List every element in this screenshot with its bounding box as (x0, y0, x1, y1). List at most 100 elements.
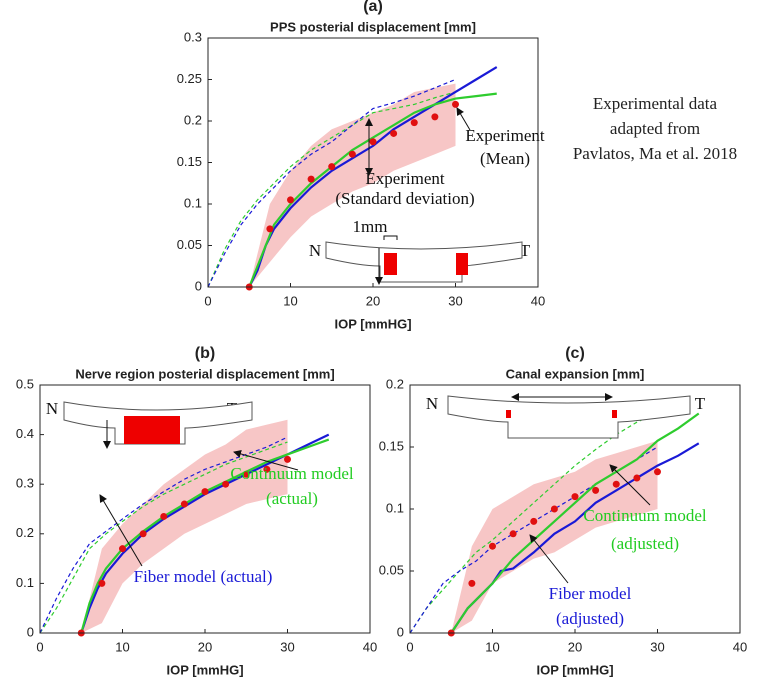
x-tick-label: 40 (531, 293, 545, 308)
y-tick-label: 0.5 (16, 376, 34, 391)
data-point (284, 455, 291, 463)
annotation: N (426, 394, 438, 413)
data-point (222, 480, 230, 488)
annotation: Continuum model (583, 506, 707, 525)
data-point (348, 150, 356, 158)
data-point (633, 474, 641, 482)
annotation: (actual) (266, 489, 318, 508)
annotation: T (695, 394, 706, 413)
data-point (530, 517, 538, 525)
panel-label: (a) (363, 0, 383, 15)
y-tick-label: 0 (397, 624, 404, 639)
chart-title: Canal expansion [mm] (506, 366, 645, 381)
x-tick-label: 20 (366, 293, 380, 308)
std-band (81, 419, 288, 633)
annotation: (Standard deviation) (335, 189, 474, 208)
y-tick-label: 0.15 (379, 438, 404, 453)
arrow (233, 450, 299, 471)
annotation: Experiment (465, 126, 545, 145)
annotation: Fiber model (actual) (134, 567, 273, 586)
data-point (139, 530, 147, 538)
data-point (452, 100, 459, 108)
data-point (266, 225, 274, 233)
schematic-a (325, 235, 523, 285)
y-tick-label: 0.05 (379, 562, 404, 577)
x-tick-label: 40 (733, 639, 747, 654)
annotation: Continuum model (230, 464, 354, 483)
arrow (609, 464, 651, 506)
data-point (98, 579, 106, 587)
data-point (242, 470, 250, 478)
data-point (307, 175, 315, 183)
y-tick-label: 0.25 (177, 71, 202, 86)
x-axis-label: IOP [mmHG] (166, 662, 243, 677)
y-tick-label: 0.2 (386, 376, 404, 391)
model-line (207, 78, 456, 288)
x-tick-label: 10 (115, 639, 129, 654)
data-point (489, 542, 496, 550)
y-tick-label: 0.2 (16, 525, 34, 540)
x-tick-label: 10 (283, 293, 297, 308)
data-point (160, 512, 168, 520)
y-tick-label: 0 (27, 624, 34, 639)
annotation: (Mean) (480, 149, 530, 168)
model-line (207, 91, 456, 288)
annotation: T (520, 241, 531, 260)
std-band (451, 440, 658, 633)
x-tick-label: 30 (650, 639, 664, 654)
data-point (180, 500, 188, 508)
model-line (248, 92, 497, 288)
data-point (119, 545, 126, 553)
x-axis-label: IOP [mmHG] (536, 662, 613, 677)
y-tick-label: 0.1 (386, 500, 404, 515)
data-point (263, 465, 271, 473)
data-point (612, 480, 620, 488)
x-tick-label: 30 (448, 293, 462, 308)
data-point (468, 579, 476, 587)
panel-label: (c) (565, 345, 585, 362)
x-tick-label: 0 (36, 639, 43, 654)
x-tick-label: 30 (280, 639, 294, 654)
panel-label: (b) (195, 345, 215, 362)
x-tick-label: 0 (204, 293, 211, 308)
std-band (249, 83, 456, 288)
y-tick-label: 0.05 (177, 237, 202, 252)
x-tick-label: 20 (568, 639, 582, 654)
y-tick-label: 0.1 (184, 195, 202, 210)
data-point (287, 196, 294, 204)
annotation: 1mm (353, 217, 388, 236)
data-point (410, 119, 418, 127)
note: Pavlatos, Ma et al. 2018 (573, 144, 737, 163)
x-tick-label: 0 (406, 639, 413, 654)
data-point (201, 488, 209, 496)
note: adapted from (610, 119, 700, 138)
chart-title: Nerve region posterial displacement [mm] (75, 366, 334, 381)
data-point (509, 530, 517, 538)
x-axis-label: IOP [mmHG] (334, 316, 411, 331)
data-point (654, 468, 661, 476)
x-tick-label: 10 (485, 639, 499, 654)
data-point (431, 113, 439, 121)
y-tick-label: 0.4 (16, 426, 34, 441)
annotation: N (309, 241, 321, 260)
model-line (39, 441, 288, 634)
x-tick-label: 20 (198, 639, 212, 654)
y-tick-label: 0.2 (184, 112, 202, 127)
y-tick-label: 0.1 (16, 575, 34, 590)
chart-title: PPS posterial displacement [mm] (270, 19, 476, 34)
model-line (39, 436, 288, 634)
arrow (529, 534, 569, 584)
arrow (99, 494, 143, 567)
annotation: Experiment (365, 169, 445, 188)
note: Experimental data (593, 94, 718, 113)
data-point (369, 138, 377, 146)
annotation: (adjusted) (556, 609, 624, 628)
y-tick-label: 0.15 (177, 154, 202, 169)
schematic-c (447, 393, 691, 439)
x-tick-label: 40 (363, 639, 377, 654)
annotation: Fiber model (549, 584, 632, 603)
data-point (550, 505, 558, 513)
y-tick-label: 0.3 (16, 476, 34, 491)
annotation: (adjusted) (611, 534, 679, 553)
data-point (328, 163, 336, 171)
